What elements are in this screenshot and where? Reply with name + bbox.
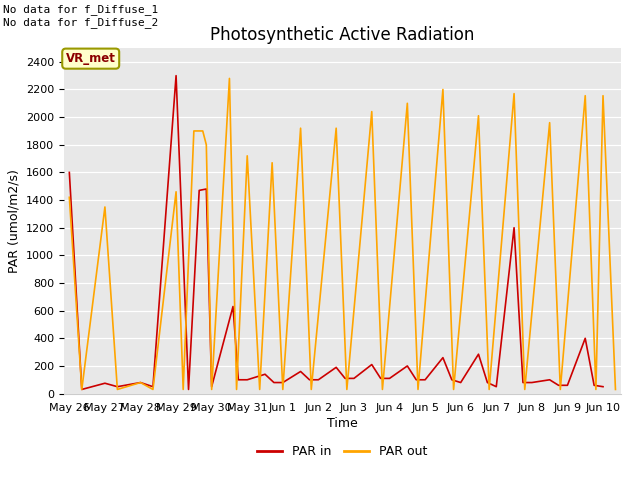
PAR in — [185, 386, 193, 392]
PAR out — [243, 153, 251, 159]
PAR in — [403, 363, 411, 369]
Title: Photosynthetic Active Radiation: Photosynthetic Active Radiation — [210, 25, 475, 44]
PAR out — [279, 386, 287, 392]
Y-axis label: PAR (umol/m2/s): PAR (umol/m2/s) — [8, 169, 20, 273]
PAR out — [403, 100, 411, 106]
PAR out — [307, 386, 315, 392]
PAR in — [113, 384, 121, 390]
PAR in — [297, 369, 305, 374]
PAR in — [555, 383, 563, 388]
PAR in — [202, 186, 210, 192]
Line: PAR out: PAR out — [69, 78, 616, 389]
PAR out — [521, 386, 529, 392]
PAR in — [510, 225, 518, 230]
PAR in — [279, 380, 287, 385]
PAR in — [229, 304, 237, 310]
PAR in — [475, 351, 483, 357]
PAR out — [485, 386, 493, 392]
PAR in — [243, 377, 251, 383]
PAR out — [233, 386, 241, 392]
PAR in — [314, 377, 322, 383]
PAR out — [379, 386, 387, 392]
PAR in — [492, 384, 500, 390]
PAR in — [270, 380, 278, 385]
PAR in — [332, 364, 340, 370]
PAR in — [546, 377, 554, 383]
PAR in — [195, 188, 203, 193]
PAR in — [65, 169, 73, 175]
PAR in — [439, 355, 447, 360]
PAR out — [225, 75, 233, 81]
Text: No data for f_Diffuse_2: No data for f_Diffuse_2 — [3, 17, 159, 28]
PAR out — [190, 128, 198, 134]
Line: PAR in: PAR in — [69, 76, 603, 389]
PAR in — [377, 375, 385, 381]
PAR out — [256, 386, 264, 392]
PAR out — [179, 386, 187, 392]
PAR in — [234, 377, 242, 383]
PAR in — [564, 383, 572, 388]
PAR in — [341, 375, 349, 381]
PAR out — [368, 108, 376, 114]
PAR out — [592, 386, 600, 392]
PAR in — [137, 380, 145, 385]
PAR out — [101, 204, 109, 210]
PAR in — [149, 384, 157, 390]
PAR out — [599, 93, 607, 98]
PAR in — [101, 380, 109, 386]
PAR out — [202, 142, 210, 148]
PAR out — [332, 125, 340, 131]
PAR out — [581, 93, 589, 98]
PAR out — [297, 125, 305, 131]
PAR in — [421, 377, 429, 383]
PAR in — [306, 377, 314, 383]
PAR in — [368, 362, 376, 368]
PAR in — [261, 372, 269, 377]
PAR out — [475, 113, 483, 119]
Legend: PAR in, PAR out: PAR in, PAR out — [252, 440, 433, 463]
PAR out — [612, 386, 620, 392]
PAR in — [519, 380, 527, 385]
PAR in — [581, 336, 589, 341]
PAR in — [172, 73, 180, 79]
PAR in — [590, 383, 598, 388]
PAR out — [556, 386, 564, 392]
PAR in — [448, 377, 456, 383]
PAR out — [199, 128, 207, 134]
PAR in — [208, 384, 216, 390]
PAR out — [137, 380, 145, 385]
PAR out — [65, 194, 73, 200]
PAR in — [484, 380, 492, 385]
PAR out — [510, 91, 518, 96]
PAR out — [450, 386, 458, 392]
PAR in — [386, 375, 394, 381]
PAR in — [350, 375, 358, 381]
PAR out — [268, 160, 276, 166]
PAR in — [528, 380, 536, 385]
Text: No data for f_Diffuse_1: No data for f_Diffuse_1 — [3, 4, 159, 15]
PAR in — [457, 380, 465, 385]
PAR in — [412, 377, 420, 383]
Text: VR_met: VR_met — [66, 52, 116, 65]
PAR out — [546, 120, 554, 126]
PAR out — [414, 386, 422, 392]
X-axis label: Time: Time — [327, 418, 358, 431]
PAR out — [208, 386, 216, 392]
PAR in — [599, 384, 607, 390]
PAR out — [149, 386, 157, 392]
PAR out — [113, 386, 121, 392]
PAR in — [78, 386, 86, 392]
PAR out — [343, 386, 351, 392]
PAR out — [78, 386, 86, 392]
PAR out — [439, 86, 447, 92]
PAR out — [172, 189, 180, 195]
